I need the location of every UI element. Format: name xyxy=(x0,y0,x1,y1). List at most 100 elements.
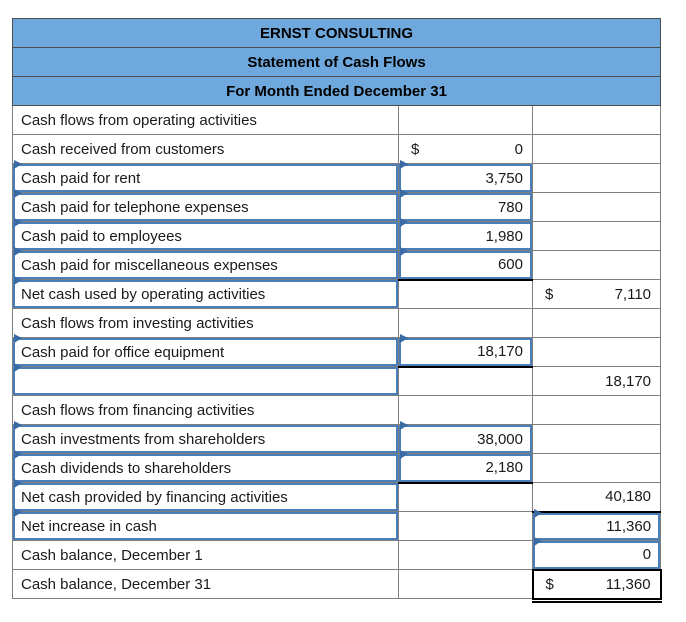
empty-cell xyxy=(531,134,662,164)
amount-cell: $7,110 xyxy=(531,279,662,309)
empty-cell xyxy=(531,221,662,251)
account-label-input-cell[interactable] xyxy=(12,363,399,396)
amount-wrap: $7,110 xyxy=(533,280,660,308)
empty-cell xyxy=(531,192,662,222)
amount-input-cell[interactable]: 2,180 xyxy=(398,450,533,484)
header-row-company: ERNST CONSULTING xyxy=(11,18,662,48)
account-label-input-cell[interactable]: Net cash provided by financing activitie… xyxy=(12,479,399,512)
table-row: 18,170 xyxy=(12,363,662,396)
amount-input-cell[interactable]: 11,360 xyxy=(531,508,662,541)
table-row: Cash paid for office equipment 18,170 xyxy=(12,334,662,368)
empty-cell xyxy=(398,105,533,135)
table-row: Cash balance, December 1 0 xyxy=(12,537,662,570)
total-amount-cell: $11,360 xyxy=(531,568,663,604)
amount-wrap: 1,980 xyxy=(399,222,532,250)
amount-value: 0 xyxy=(642,546,652,564)
empty-cell xyxy=(531,250,662,280)
empty-cell xyxy=(398,482,533,512)
account-label: Cash paid for miscellaneous expenses xyxy=(21,256,278,274)
account-label: Cash dividends to shareholders xyxy=(21,459,232,477)
account-label-input-cell[interactable]: Cash paid to employees xyxy=(12,218,399,251)
account-label-input-cell[interactable]: Cash dividends to shareholders xyxy=(12,450,399,483)
amount-value: 7,110 xyxy=(614,285,652,303)
account-label: Net cash provided by financing activitie… xyxy=(21,488,288,506)
table-row: Cash dividends to shareholders 2,180 xyxy=(12,450,662,484)
amount-cell: $0 xyxy=(398,134,533,164)
account-label: Cash investments from shareholders xyxy=(21,430,266,448)
empty-cell xyxy=(531,308,662,338)
amount-input-cell[interactable]: 3,750 xyxy=(398,160,533,193)
amount-wrap: 2,180 xyxy=(399,454,532,482)
amount-input-cell[interactable]: 38,000 xyxy=(398,421,533,454)
header-row-period: For Month Ended December 31 xyxy=(11,76,662,106)
table-row: Net increase in cash 11,360 xyxy=(12,508,662,541)
amount-value: 0 xyxy=(514,140,523,158)
amount-wrap: 18,170 xyxy=(533,367,660,395)
statement-title: Statement of Cash Flows xyxy=(11,47,662,77)
empty-cell xyxy=(531,453,662,483)
currency-symbol: $ xyxy=(545,575,554,593)
empty-cell xyxy=(531,337,662,367)
empty-cell xyxy=(398,395,533,425)
account-label-cell: Cash balance, December 1 xyxy=(12,540,399,570)
table-row: Cash investments from shareholders 38,000 xyxy=(12,421,662,454)
account-label: Cash paid for telephone expenses xyxy=(21,198,249,216)
empty-cell xyxy=(531,395,662,425)
table-row: Cash paid for rent 3,750 xyxy=(12,160,662,193)
amount-cell: 18,170 xyxy=(531,366,662,396)
account-label-input-cell[interactable]: Cash investments from shareholders xyxy=(12,421,399,454)
account-label: Cash flows from operating activities xyxy=(21,111,257,129)
amount-input-cell[interactable]: 1,980 xyxy=(398,218,533,251)
amount-wrap: 40,180 xyxy=(533,483,660,511)
empty-cell xyxy=(398,569,533,599)
amount-value: 600 xyxy=(497,256,523,274)
currency-symbol: $ xyxy=(411,140,420,158)
table-row: Cash balance, December 31 $11,360 xyxy=(12,568,663,604)
amount-wrap: 18,170 xyxy=(399,338,532,366)
amount-value: 1,980 xyxy=(485,227,523,245)
empty-cell xyxy=(398,308,533,338)
account-label-cell: Cash flows from investing activities xyxy=(12,308,399,338)
cash-flow-worksheet: ERNST CONSULTING Statement of Cash Flows… xyxy=(11,18,663,604)
empty-cell xyxy=(531,163,662,193)
account-label-input-cell[interactable]: Cash paid for office equipment xyxy=(12,334,399,367)
amount-value: 40,180 xyxy=(605,488,652,506)
account-label-input-cell[interactable]: Cash paid for miscellaneous expenses xyxy=(12,247,399,280)
account-label-input-cell[interactable]: Cash paid for telephone expenses xyxy=(12,189,399,222)
account-label-input-cell[interactable]: Net cash used by operating activities xyxy=(12,276,399,309)
account-label-input-cell[interactable]: Cash paid for rent xyxy=(12,160,399,193)
table-row: Cash paid for miscellaneous expenses 600 xyxy=(12,247,662,281)
account-label-cell: Cash flows from operating activities xyxy=(12,105,399,135)
account-label-input-cell[interactable]: Net increase in cash xyxy=(12,508,399,541)
amount-value: 780 xyxy=(497,198,523,216)
table-row: Cash paid to employees 1,980 xyxy=(12,218,662,251)
empty-cell xyxy=(398,366,533,396)
account-label: Net cash used by operating activities xyxy=(21,285,266,303)
amount-value: 11,360 xyxy=(606,517,652,535)
company-name: ERNST CONSULTING xyxy=(11,18,662,48)
amount-wrap: 780 xyxy=(399,193,532,221)
amount-input-cell[interactable]: 0 xyxy=(531,537,662,570)
empty-cell xyxy=(531,424,662,454)
amount-wrap: $0 xyxy=(399,135,532,163)
statement-period: For Month Ended December 31 xyxy=(11,76,662,106)
account-label: Cash paid for office equipment xyxy=(21,343,225,361)
account-label: Cash balance, December 1 xyxy=(21,546,203,564)
amount-input-cell[interactable]: 600 xyxy=(398,247,533,281)
account-label: Cash flows from financing activities xyxy=(21,401,255,419)
currency-symbol: $ xyxy=(545,285,554,303)
account-label: Cash balance, December 31 xyxy=(21,575,212,593)
account-label: Cash paid for rent xyxy=(21,169,141,187)
amount-wrap: 3,750 xyxy=(399,164,532,192)
amount-wrap: 600 xyxy=(399,251,532,279)
amount-input-cell[interactable]: 18,170 xyxy=(398,334,533,368)
account-label: Cash received from customers xyxy=(21,140,225,158)
amount-wrap: 38,000 xyxy=(399,425,532,453)
amount-input-cell[interactable]: 780 xyxy=(398,189,533,222)
amount-wrap: $11,360 xyxy=(534,571,660,598)
amount-value: 38,000 xyxy=(477,430,523,448)
account-label-cell: Cash balance, December 31 xyxy=(12,569,399,599)
account-label: Cash flows from investing activities xyxy=(21,314,254,332)
account-label: Net increase in cash xyxy=(21,517,157,535)
table-row: Cash paid for telephone expenses 780 xyxy=(12,189,662,222)
